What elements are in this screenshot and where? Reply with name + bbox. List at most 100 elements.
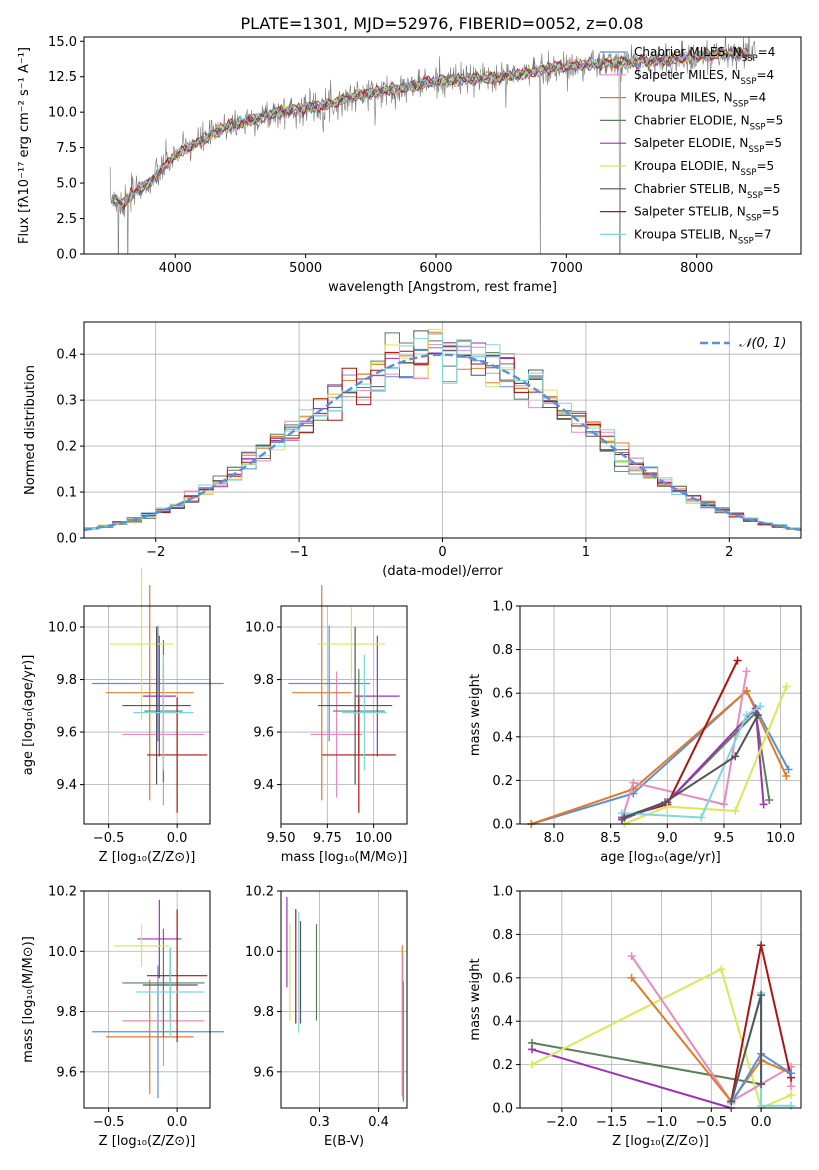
panel-mass_vs_Z: −0.5 0.0 9.6 9.8 10.0 10.2 Z [log₁₀(Z/Z⊙)] mass… xyxy=(21,885,224,1149)
weight-line xyxy=(531,967,792,1110)
panel-weight_vs_age: 8.0 8.5 9.0 9.5 10.0 0.0 0.2 0.4 0.6 0.8 1.0 age [l… xyxy=(468,600,802,865)
y-tick-label: 0.4 xyxy=(56,348,77,363)
weight-marker xyxy=(787,1069,796,1078)
y-tick-label: 0.4 xyxy=(492,1015,513,1030)
axes-frame xyxy=(519,605,802,825)
x-tick-label: 7000 xyxy=(550,261,583,276)
legend-entry-label: Chabrier MILES, NSSP=4 xyxy=(634,45,775,64)
weight-line xyxy=(730,994,763,1102)
axes-frame xyxy=(280,605,408,825)
y-tick-label: 9.6 xyxy=(253,726,274,741)
panel-age_vs_mass: 9.50 9.75 10.00 9.4 9.6 9.8 10.0 mass [log₁₀(M/… xyxy=(245,584,408,865)
y-tick-label: 10.2 xyxy=(48,885,77,900)
weight-marker xyxy=(784,765,793,774)
weight-marker xyxy=(527,1045,536,1054)
y-tick-label: 0.0 xyxy=(492,1102,513,1117)
weight-marker xyxy=(527,1060,536,1069)
x-tick-label: −0.5 xyxy=(93,831,125,846)
x-tick-label: 6000 xyxy=(419,261,452,276)
y-axis-label: mass weight xyxy=(468,958,483,1040)
x-tick-label: −0.5 xyxy=(93,1115,125,1130)
y-tick-label: 12.5 xyxy=(48,70,77,85)
y-axis-label: mass [log₁₀(M/M⊙)] xyxy=(21,936,36,1063)
x-tick-label: −2.0 xyxy=(546,1115,578,1130)
y-tick-label: 5.0 xyxy=(56,177,77,192)
panel-mass_vs_EBV: 0.3 0.4 9.6 9.8 10.0 10.2 E(B-V) xyxy=(245,885,408,1149)
y-axis-label: mass weight xyxy=(468,674,483,756)
y-tick-label: 9.6 xyxy=(56,1065,77,1080)
legend-entry-label: Chabrier STELIB, NSSP=5 xyxy=(634,182,781,201)
x-tick-label: 9.5 xyxy=(714,831,735,846)
legend-entry-label: 𝒩(0, 1) xyxy=(739,336,786,351)
y-tick-label: 9.6 xyxy=(253,1065,274,1080)
weight-marker xyxy=(765,796,774,805)
y-tick-label: 0.3 xyxy=(56,394,77,409)
x-tick-label: 9.0 xyxy=(657,831,678,846)
x-tick-label: 0.0 xyxy=(167,1115,188,1130)
y-tick-label: 1.0 xyxy=(492,600,513,615)
legend-entry-label: Salpeter STELIB, NSSP=5 xyxy=(634,205,779,224)
y-tick-label: 9.4 xyxy=(253,778,274,793)
weight-marker xyxy=(733,656,742,665)
y-tick-label: 7.5 xyxy=(56,141,77,156)
x-tick-label: 5000 xyxy=(289,261,322,276)
y-tick-label: 0.1 xyxy=(56,486,77,501)
weight-marker xyxy=(719,800,728,809)
y-tick-label: 0.0 xyxy=(56,532,77,547)
y-tick-label: 0.0 xyxy=(492,818,513,833)
weight-line xyxy=(630,977,792,1104)
y-tick-label: 9.8 xyxy=(253,1005,274,1020)
x-tick-label: 8.5 xyxy=(600,831,621,846)
y-tick-label: 0.8 xyxy=(492,643,513,658)
weight-marker xyxy=(717,965,726,974)
legend-entry-label: Kroupa ELODIE, NSSP=5 xyxy=(634,159,774,178)
weight-marker xyxy=(731,752,740,761)
weight-marker xyxy=(782,772,791,781)
y-tick-label: 0.8 xyxy=(492,928,513,943)
x-tick-label: −1.5 xyxy=(596,1115,628,1130)
y-tick-label: 0.2 xyxy=(492,1058,513,1073)
weight-marker xyxy=(759,800,768,809)
axes-frame xyxy=(83,36,802,255)
y-tick-label: 10.0 xyxy=(48,106,77,121)
model-spectrum-line xyxy=(112,48,749,207)
x-tick-label: 0.4 xyxy=(368,1115,389,1130)
y-tick-label: 0.2 xyxy=(492,774,513,789)
panel-weight_vs_Z: −2.0 −1.5 −1.0 −0.5 0.0 0.0 0.2 0.4 0.6 0.8 1.0 Z [… xyxy=(468,885,802,1149)
y-tick-label: 10.0 xyxy=(48,945,77,960)
weight-marker xyxy=(756,702,765,711)
weight-marker xyxy=(627,952,636,961)
weight-marker xyxy=(787,1090,796,1099)
weight-marker xyxy=(742,667,751,676)
panel-residuals: −2 −1 0 1 2 0.0 0.1 0.2 0.3 0.4 (data-model)/error… xyxy=(23,321,802,579)
axes-frame xyxy=(83,890,211,1109)
x-tick-label: −1.0 xyxy=(646,1115,678,1130)
x-tick-label: 8000 xyxy=(680,261,713,276)
y-tick-label: 0.6 xyxy=(492,687,513,702)
weight-marker xyxy=(731,806,740,815)
spectrum-legend: Chabrier MILES, NSSP=4 Salpeter MILES, NS… xyxy=(600,45,783,246)
x-tick-label: 1 xyxy=(582,545,590,560)
y-axis-label: age [log₁₀(age/yr)] xyxy=(21,655,36,776)
x-tick-label: 0.0 xyxy=(751,1115,772,1130)
legend-entry-label: Chabrier ELODIE, NSSP=5 xyxy=(634,113,783,132)
residual-histogram xyxy=(84,333,801,529)
y-tick-label: 0.2 xyxy=(56,440,77,455)
legend-entry-label: Salpeter MILES, NSSP=4 xyxy=(634,68,774,87)
x-tick-label: 9.50 xyxy=(267,831,296,846)
weight-marker xyxy=(727,1097,736,1106)
weight-line xyxy=(621,710,771,819)
panel-age_vs_Z: −0.5 0.0 9.4 9.6 9.8 10.0 Z [log₁₀(Z/Z⊙)] age [… xyxy=(21,567,224,865)
x-axis-label: mass [log₁₀(M/M⊙)] xyxy=(281,850,408,865)
weight-marker xyxy=(617,809,626,818)
y-tick-label: 10.0 xyxy=(48,621,77,636)
x-tick-label: 4000 xyxy=(159,261,192,276)
weight-marker xyxy=(620,813,629,822)
axes-frame xyxy=(280,890,408,1109)
y-tick-label: 9.8 xyxy=(56,673,77,688)
y-tick-label: 1.0 xyxy=(492,885,513,900)
legend-entry-label: Salpeter ELODIE, NSSP=5 xyxy=(634,136,782,155)
x-tick-label: 10.00 xyxy=(355,831,392,846)
x-tick-label: 8.0 xyxy=(544,831,565,846)
y-tick-label: 10.0 xyxy=(245,621,274,636)
